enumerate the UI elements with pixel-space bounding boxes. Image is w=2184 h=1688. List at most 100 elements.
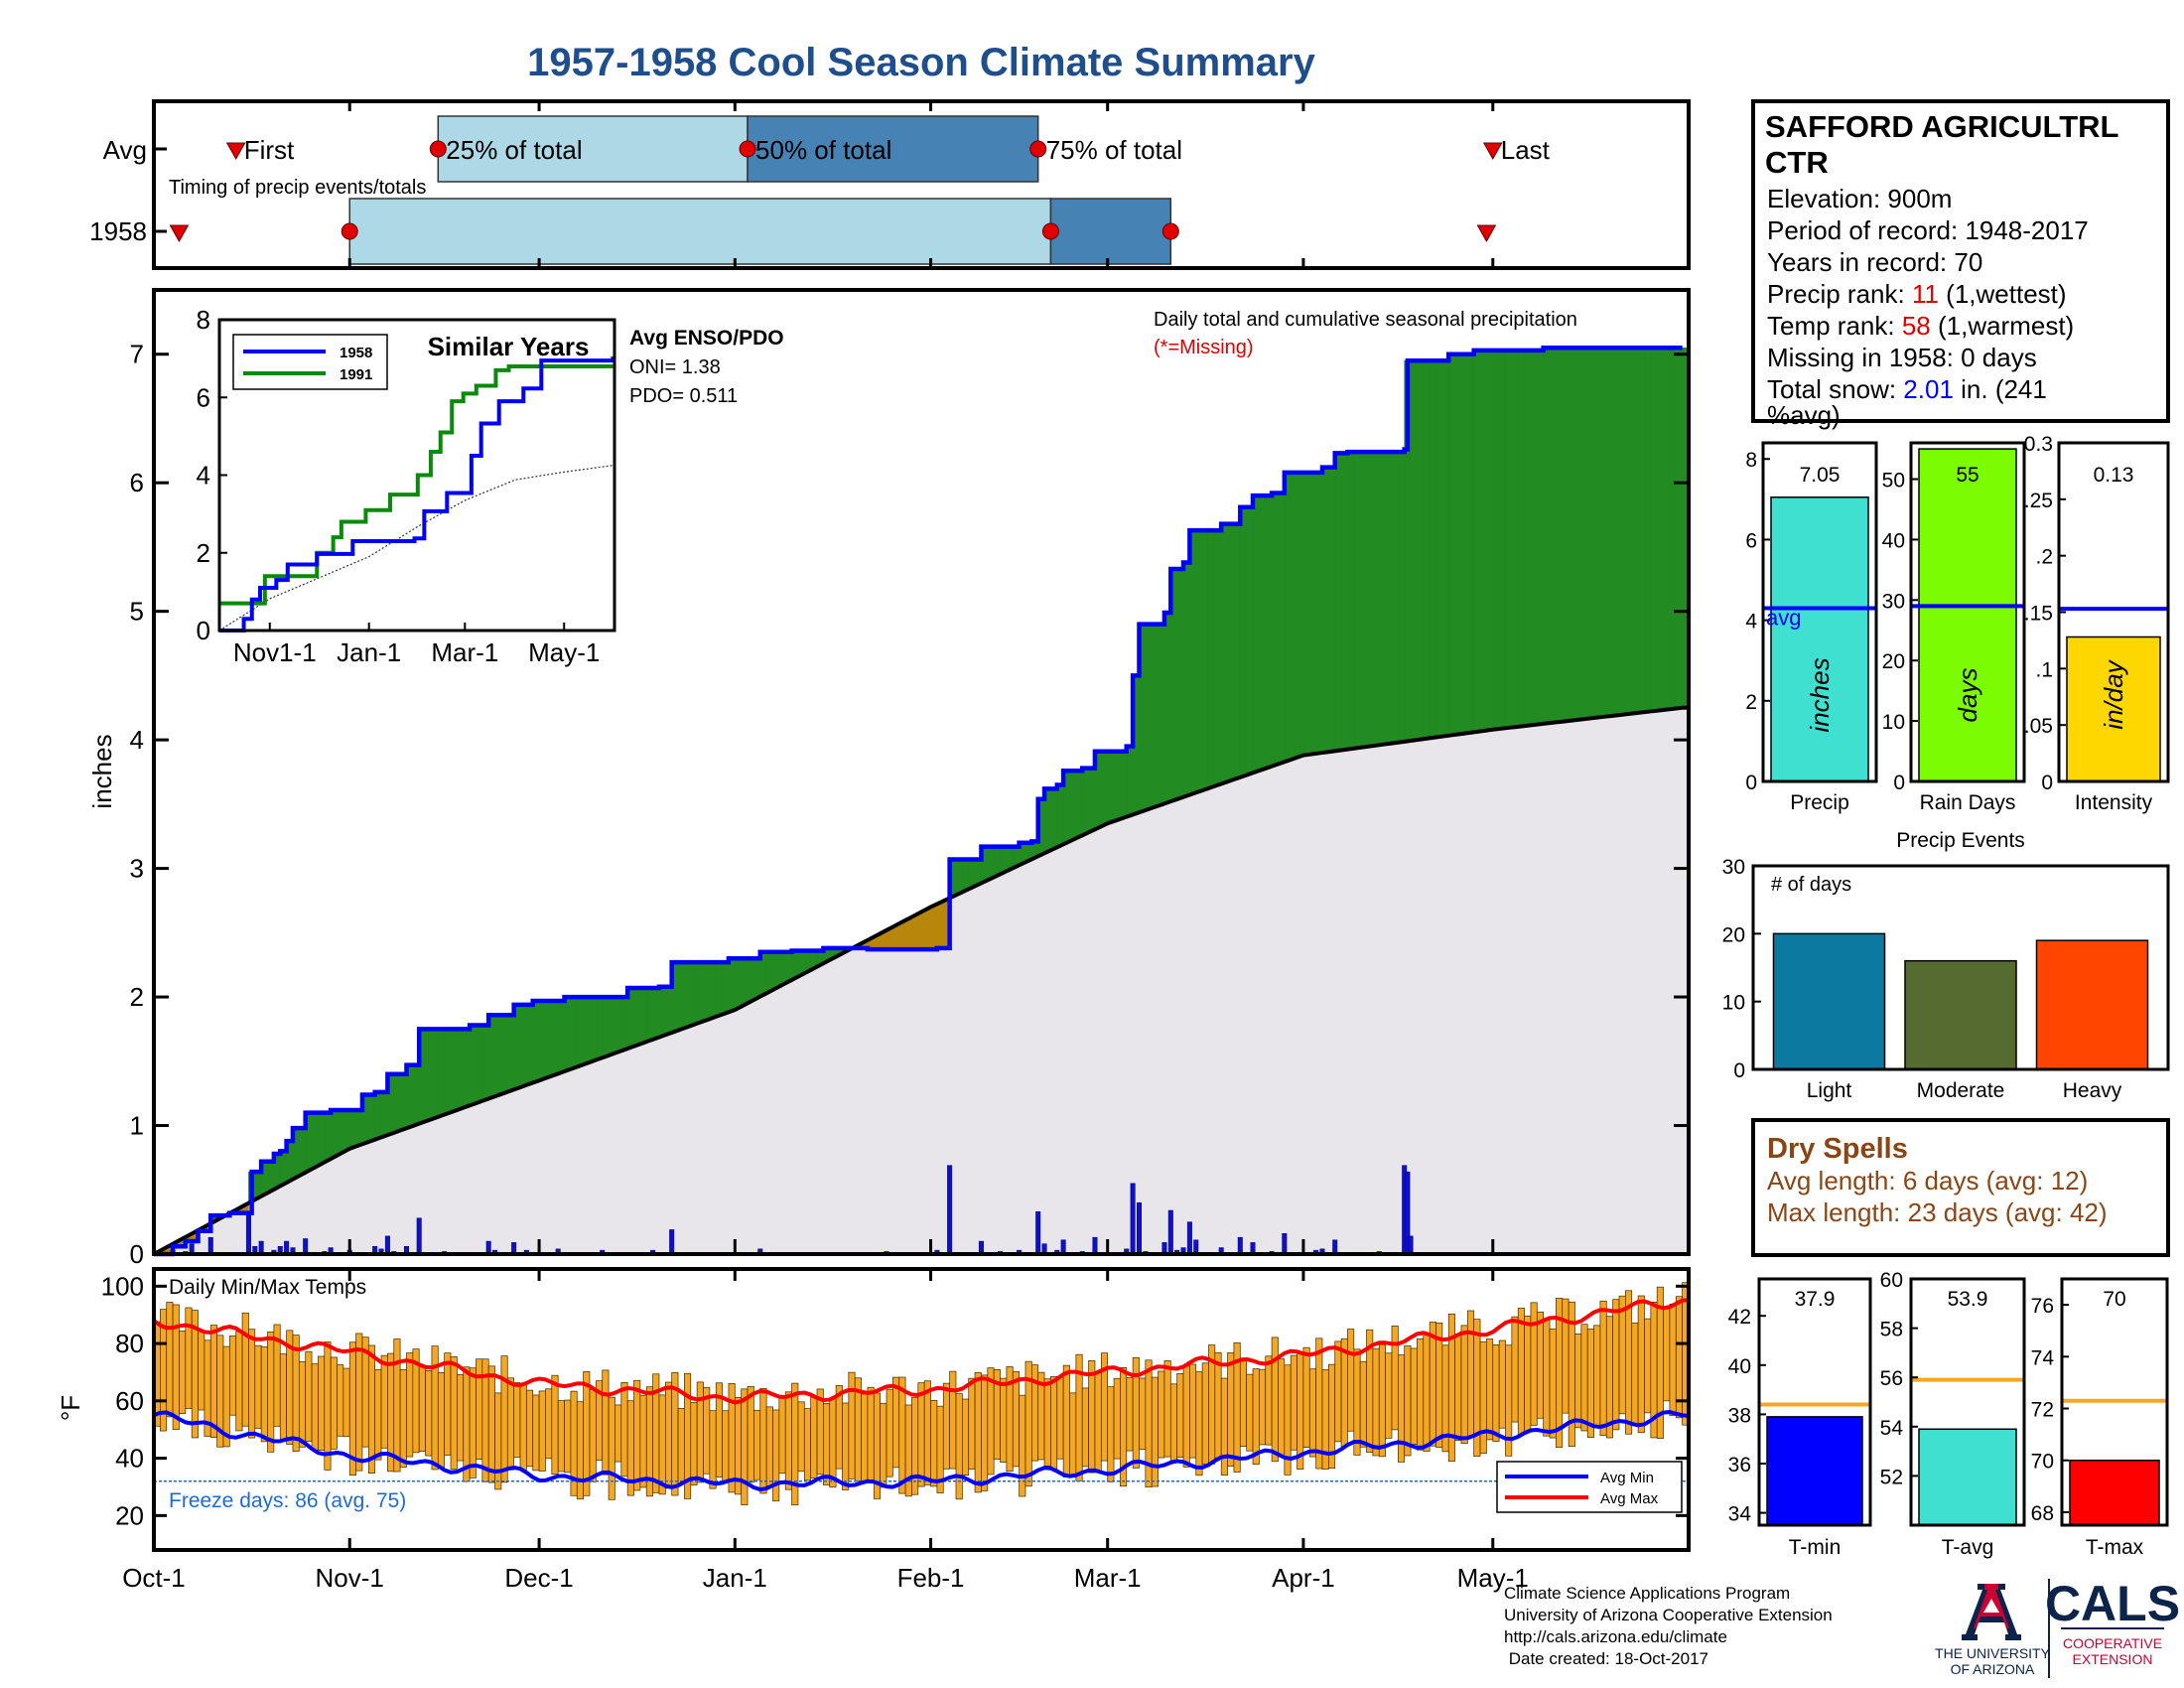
temp-summary-ytick-label: 38: [1728, 1404, 1751, 1427]
above-avg-fill: [1498, 350, 1506, 730]
daily-temp-bar: [1417, 1337, 1425, 1451]
above-avg-fill: [1618, 347, 1626, 716]
daily-temp-bar: [487, 1365, 495, 1483]
timing-row-label-avg: Avg: [103, 135, 147, 165]
daily-temp-bar: [1669, 1303, 1677, 1416]
above-avg-fill: [1479, 350, 1487, 732]
daily-temp-bar: [506, 1377, 514, 1471]
similar-ytick-label: 2: [197, 538, 210, 568]
above-avg-fill: [1568, 347, 1575, 722]
above-avg-fill: [1460, 353, 1468, 735]
season-ytick-label: .25: [2024, 490, 2053, 512]
station-missing: Missing in 1958: 0 days: [1767, 343, 2037, 372]
daily-temp-bar: [500, 1355, 508, 1483]
above-avg-fill: [487, 1014, 495, 1099]
above-avg-fill: [696, 961, 704, 1025]
above-avg-fill: [1334, 453, 1342, 752]
below-avg-fill: [917, 910, 925, 950]
daily-temp-bar: [974, 1371, 982, 1493]
daily-temp-bar: [829, 1397, 837, 1488]
above-avg-fill: [374, 1091, 382, 1141]
daily-temp-bar: [374, 1368, 382, 1461]
above-avg-fill: [279, 1151, 287, 1188]
daily-temp-bar: [917, 1382, 925, 1487]
precip-events-title: Precip Events: [1896, 829, 2025, 852]
daily-temp-bar: [318, 1355, 326, 1451]
daily-temp-bar: [709, 1410, 717, 1489]
above-avg-fill: [608, 996, 615, 1056]
avg-max-line: [152, 1298, 1690, 1405]
similar-ytick-label: 8: [197, 305, 210, 335]
daily-temp-bar: [1214, 1351, 1222, 1459]
above-avg-fill: [1246, 506, 1254, 776]
above-avg-fill: [1486, 350, 1494, 731]
cumulative-panel: 0 1 2 3 4 5 6 7 inches Daily total and cumulati…: [87, 288, 1691, 1269]
above-avg-fill: [1637, 347, 1645, 714]
cumulative-title: Daily total and cumulative seasonal prec…: [1154, 309, 1577, 331]
above-avg-fill: [431, 1029, 439, 1120]
month-label-Feb-1: Feb-1: [897, 1563, 965, 1593]
daily-precip-bar: [1186, 1221, 1192, 1255]
above-avg-fill: [1145, 624, 1153, 811]
daily-precip-bar: [1136, 1201, 1142, 1255]
temperature-ytick-label: 40: [115, 1444, 144, 1474]
daily-temp-bar: [1126, 1377, 1134, 1452]
below-avg-fill: [923, 906, 931, 950]
daily-temp-bar: [198, 1330, 205, 1411]
daily-temp-bar: [1094, 1372, 1102, 1473]
freeze-days-label: Freeze days: 86 (avg. 75): [169, 1489, 406, 1512]
daily-temp-bar: [209, 1325, 217, 1438]
daily-temp-bar: [342, 1367, 350, 1438]
daily-temp-bar: [1195, 1371, 1203, 1477]
season-ytick-label: 0.3: [2024, 433, 2053, 456]
daily-temp-bar: [765, 1406, 773, 1486]
temp-summary-ytick-label: 34: [1728, 1503, 1752, 1526]
above-avg-fill: [596, 996, 604, 1060]
daily-precip-bar: [669, 1229, 675, 1255]
timing-title: Timing of precip events/totals: [169, 177, 426, 199]
above-avg-fill: [1239, 506, 1247, 778]
above-avg-fill: [1195, 529, 1203, 793]
temp-summary-ytick-label: 36: [1728, 1454, 1751, 1477]
season-bar-precip: [1770, 496, 1869, 782]
daily-temp-bar: [639, 1394, 647, 1488]
daily-temp-bar: [476, 1358, 483, 1460]
precip-events-panel: Precip Events Light Moderate Heavy 0 10 20 30…: [1722, 829, 2170, 1102]
temp-summary-bar-t-avg: [1918, 1428, 2017, 1526]
temp-summary-ytick-label: 56: [1880, 1367, 1903, 1390]
daily-temp-bar: [267, 1331, 275, 1453]
above-avg-fill: [735, 957, 742, 1011]
above-avg-fill: [1492, 350, 1500, 731]
daily-temp-bar: [1012, 1370, 1020, 1468]
season-panel-name: Precip: [1790, 791, 1849, 814]
daily-temp-bar: [923, 1380, 931, 1485]
above-avg-fill: [476, 1025, 483, 1104]
daily-precip-bar: [416, 1217, 422, 1255]
above-avg-fill: [658, 986, 666, 1039]
temperature-summary-panels: 34 36 38 40 42 37.9 T-min 52 54 56 58 60 53.9 T-avg 68…: [1728, 1269, 2169, 1559]
daily-temp-bar: [1227, 1352, 1235, 1467]
cumulative-ylabel: inches: [87, 734, 117, 808]
above-avg-fill: [1151, 624, 1159, 809]
above-avg-fill: [1537, 350, 1544, 725]
similar-years-title: Similar Years: [428, 332, 590, 361]
season-panel-intensity: 0 .05 .1 .15 .2 .25 0.3 0.13 in/day Intensity: [2024, 433, 2170, 814]
timing-label-first: First: [244, 135, 295, 165]
cumulative-ytick-label: 4: [130, 725, 144, 755]
above-avg-fill: [1511, 350, 1519, 728]
precip-event-bar-heavy: [2035, 939, 2149, 1070]
daily-temp-bar: [1631, 1322, 1639, 1426]
daily-temp-bar: [1201, 1362, 1209, 1465]
daily-temp-bar: [1359, 1360, 1367, 1448]
daily-temp-bar: [545, 1388, 553, 1460]
above-avg-fill: [1549, 347, 1557, 724]
above-avg-fill: [1353, 451, 1361, 750]
daily-precip-bar: [245, 1212, 251, 1255]
above-avg-fill: [1580, 347, 1588, 720]
temp-summary-ytick-label: 54: [1880, 1417, 1904, 1440]
daily-temp-bar: [1139, 1377, 1147, 1451]
station-elevation: Elevation: 900m: [1767, 184, 1952, 213]
above-avg-fill: [1644, 347, 1652, 713]
daily-temp-bar: [298, 1360, 307, 1448]
